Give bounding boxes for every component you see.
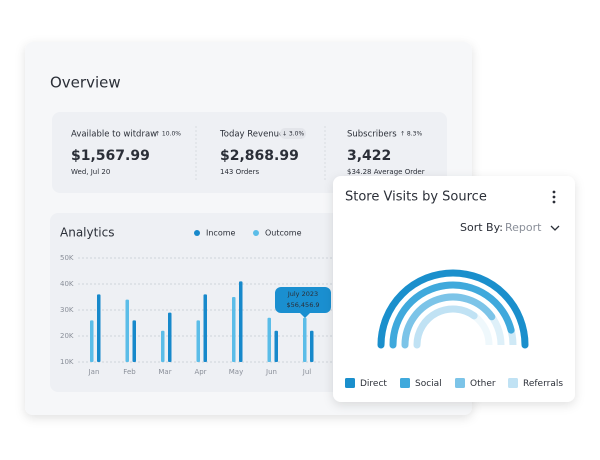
sort-label: Sort By: — [460, 221, 503, 234]
stat-change: ↑ 10.0% — [155, 131, 181, 138]
y-tick-label: 30K — [60, 306, 74, 314]
visits-title: Store Visits by Source — [345, 190, 487, 205]
bar — [310, 330, 314, 362]
analytics-title: Analytics — [60, 226, 115, 240]
arc — [389, 281, 515, 349]
legend-label: Direct — [360, 379, 387, 389]
overview-title: Overview — [50, 74, 121, 92]
x-tick-label: Jun — [265, 368, 277, 376]
x-tick-label: May — [229, 368, 243, 376]
bar — [274, 330, 278, 362]
tooltip-value: $56,456.9 — [286, 301, 319, 309]
tooltip-bg — [275, 287, 331, 313]
menu-icon[interactable] — [552, 190, 556, 204]
legend-swatch — [455, 378, 465, 388]
y-tick-label: 10K — [60, 358, 74, 366]
legend-label: Other — [470, 379, 496, 389]
analytics-chart: 10K 20K 30K 40K 50K Income Outcome Jan Feb Mar Apr… — [60, 229, 335, 376]
y-tick-label: 50K — [60, 254, 74, 262]
bar — [239, 281, 243, 362]
arc — [413, 305, 478, 349]
bar — [303, 317, 307, 362]
tooltip-title: July 2023 — [287, 290, 318, 298]
arc — [401, 293, 496, 349]
legend-label: Outcome — [265, 229, 302, 238]
legend-dot — [194, 230, 200, 236]
arc — [377, 269, 529, 349]
stat-note: Wed, Jul 20 — [71, 168, 110, 176]
bar — [132, 320, 136, 362]
stat-note: 143 Orders — [220, 168, 259, 176]
bar — [90, 320, 94, 362]
chevron[interactable] — [550, 225, 560, 231]
legend-swatch — [345, 378, 355, 388]
legend-label: Referrals — [523, 379, 563, 389]
stat-change: ↑ 8.3% — [400, 131, 422, 138]
stat-value: 3,422 — [347, 148, 391, 164]
sort-value[interactable]: Report — [505, 221, 542, 234]
stat-label: Available to witdraw — [71, 130, 157, 140]
stats: Available to witdraw↑ 10.0% $1,567.99 Wed,… — [71, 128, 425, 176]
bar — [196, 320, 200, 362]
x-tick-label: Feb — [123, 368, 136, 376]
stats-box — [52, 112, 447, 193]
x-tick-label: Mar — [158, 368, 171, 376]
legend-dot — [253, 230, 259, 236]
stat-note: $34.28 Average Order — [347, 168, 425, 176]
bar — [168, 312, 172, 362]
stat-label: Today Revenue — [219, 130, 284, 140]
x-tick-label: Apr — [194, 368, 206, 376]
stat-change: ↓ 3.0% — [282, 131, 304, 138]
bar — [161, 330, 165, 362]
bar — [125, 299, 129, 362]
stat-value: $1,567.99 — [71, 148, 150, 164]
bar — [232, 297, 236, 362]
visits-card-bg — [333, 176, 575, 402]
bar — [267, 317, 271, 362]
tooltip-pointer — [300, 313, 310, 318]
legend-label: Income — [206, 229, 236, 238]
stat-value: $2,868.99 — [220, 148, 299, 164]
bar — [97, 294, 101, 362]
y-tick-label: 40K — [60, 280, 74, 288]
y-tick-label: 20K — [60, 332, 74, 340]
legend-swatch — [400, 378, 410, 388]
legend-label: Social — [415, 379, 442, 389]
x-tick-label: Jan — [88, 368, 100, 376]
stat-label: Subscribers — [347, 130, 397, 140]
visits-card: Store Visits by Source Sort By: Report D… — [333, 176, 575, 402]
visits-chart: Direct Social Other Referrals — [345, 269, 563, 389]
change-badge — [280, 128, 306, 139]
legend-swatch — [508, 378, 518, 388]
bar — [203, 294, 207, 362]
x-tick-label: Jul — [302, 368, 312, 376]
